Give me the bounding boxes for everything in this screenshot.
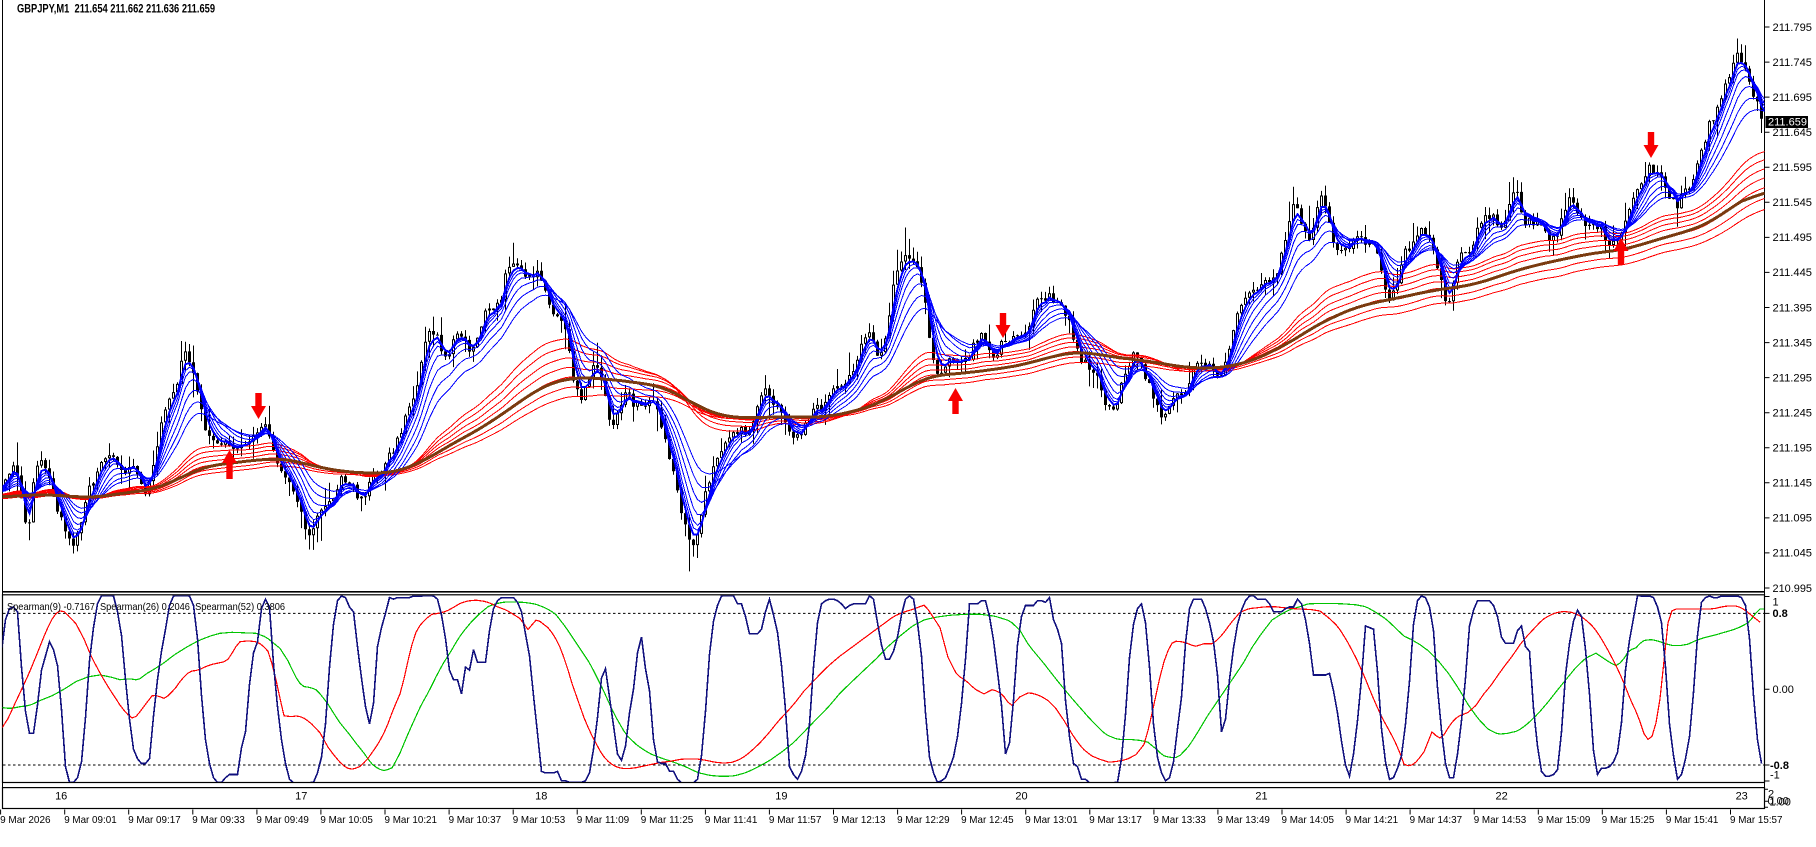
svg-text:211.245: 211.245 [1773,408,1813,420]
svg-text:211.695: 211.695 [1773,92,1813,104]
svg-text:9 Mar 13:33: 9 Mar 13:33 [1153,814,1206,826]
svg-text:9 Mar 11:57: 9 Mar 11:57 [769,814,822,826]
svg-text:19: 19 [775,790,787,802]
svg-text:9 Mar 12:29: 9 Mar 12:29 [897,814,950,826]
svg-text:0.8: 0.8 [1773,608,1788,620]
svg-text:9 Mar 14:37: 9 Mar 14:37 [1410,814,1463,826]
svg-text:9 Mar 09:33: 9 Mar 09:33 [192,814,245,826]
svg-text:9 Mar 15:57: 9 Mar 15:57 [1730,814,1783,826]
svg-text:211.145: 211.145 [1773,478,1813,490]
svg-text:9 Mar 12:45: 9 Mar 12:45 [961,814,1014,826]
svg-text:22: 22 [1495,790,1507,802]
svg-text:211.545: 211.545 [1773,197,1813,209]
svg-text:9 Mar 2026: 9 Mar 2026 [0,814,51,826]
svg-text:211.595: 211.595 [1773,162,1813,174]
svg-text:17: 17 [295,790,307,802]
svg-text:9 Mar 15:25: 9 Mar 15:25 [1602,814,1655,826]
svg-text:211.295: 211.295 [1773,372,1813,384]
svg-text:9 Mar 10:21: 9 Mar 10:21 [385,814,438,826]
svg-text:9 Mar 14:05: 9 Mar 14:05 [1282,814,1335,826]
svg-text:9 Mar 11:09: 9 Mar 11:09 [577,814,630,826]
svg-text:211.195: 211.195 [1773,443,1813,455]
svg-text:211.445: 211.445 [1773,267,1813,279]
svg-text:2: 2 [1768,789,1774,801]
svg-text:21: 21 [1255,790,1267,802]
svg-text:9 Mar 10:53: 9 Mar 10:53 [513,814,566,826]
svg-text:9 Mar 13:49: 9 Mar 13:49 [1217,814,1270,826]
svg-text:18: 18 [535,790,547,802]
svg-text:9 Mar 10:05: 9 Mar 10:05 [320,814,373,826]
svg-text:211.095: 211.095 [1773,513,1813,525]
svg-text:9 Mar 10:37: 9 Mar 10:37 [449,814,502,826]
svg-text:1.00: 1.00 [1770,797,1791,809]
svg-text:211.659: 211.659 [1768,117,1807,129]
svg-text:-1: -1 [1770,770,1780,782]
svg-text:211.645: 211.645 [1773,127,1813,139]
svg-text:1: 1 [1773,596,1779,608]
svg-text:Spearman(9) -0.7167 Spearman(: Spearman(9) -0.7167 Spearman(26) 0.2046 … [7,601,285,613]
svg-text:9 Mar 15:41: 9 Mar 15:41 [1666,814,1719,826]
svg-text:23: 23 [1736,790,1748,802]
svg-text:9 Mar 15:09: 9 Mar 15:09 [1538,814,1591,826]
svg-text:211.745: 211.745 [1773,57,1813,69]
svg-text:211.495: 211.495 [1773,232,1813,244]
svg-text:0.00: 0.00 [1773,684,1794,696]
svg-text:211.345: 211.345 [1773,337,1813,349]
svg-text:0.00: 0.00 [1768,796,1789,808]
svg-text:9 Mar 09:49: 9 Mar 09:49 [256,814,309,826]
svg-text:-0.8: -0.8 [1770,760,1789,772]
svg-text:211.045: 211.045 [1773,548,1813,560]
svg-text:9 Mar 14:53: 9 Mar 14:53 [1474,814,1527,826]
svg-text:9 Mar 13:17: 9 Mar 13:17 [1089,814,1142,826]
svg-text:9 Mar 09:01: 9 Mar 09:01 [64,814,117,826]
svg-text:9 Mar 14:21: 9 Mar 14:21 [1346,814,1399,826]
svg-text:9 Mar 13:01: 9 Mar 13:01 [1025,814,1078,826]
svg-text:9 Mar 11:41: 9 Mar 11:41 [705,814,758,826]
svg-text:9 Mar 11:25: 9 Mar 11:25 [641,814,694,826]
svg-text:GBPJPY,M1 211.654 211.662 211: GBPJPY,M1 211.654 211.662 211.636 211.65… [17,2,215,16]
svg-text:211.395: 211.395 [1773,302,1813,314]
svg-text:16: 16 [55,790,67,802]
svg-text:210.995: 210.995 [1773,583,1813,595]
svg-text:211.795: 211.795 [1773,22,1813,34]
svg-text:9 Mar 09:17: 9 Mar 09:17 [128,814,181,826]
svg-text:9 Mar 12:13: 9 Mar 12:13 [833,814,886,826]
svg-text:20: 20 [1015,790,1027,802]
